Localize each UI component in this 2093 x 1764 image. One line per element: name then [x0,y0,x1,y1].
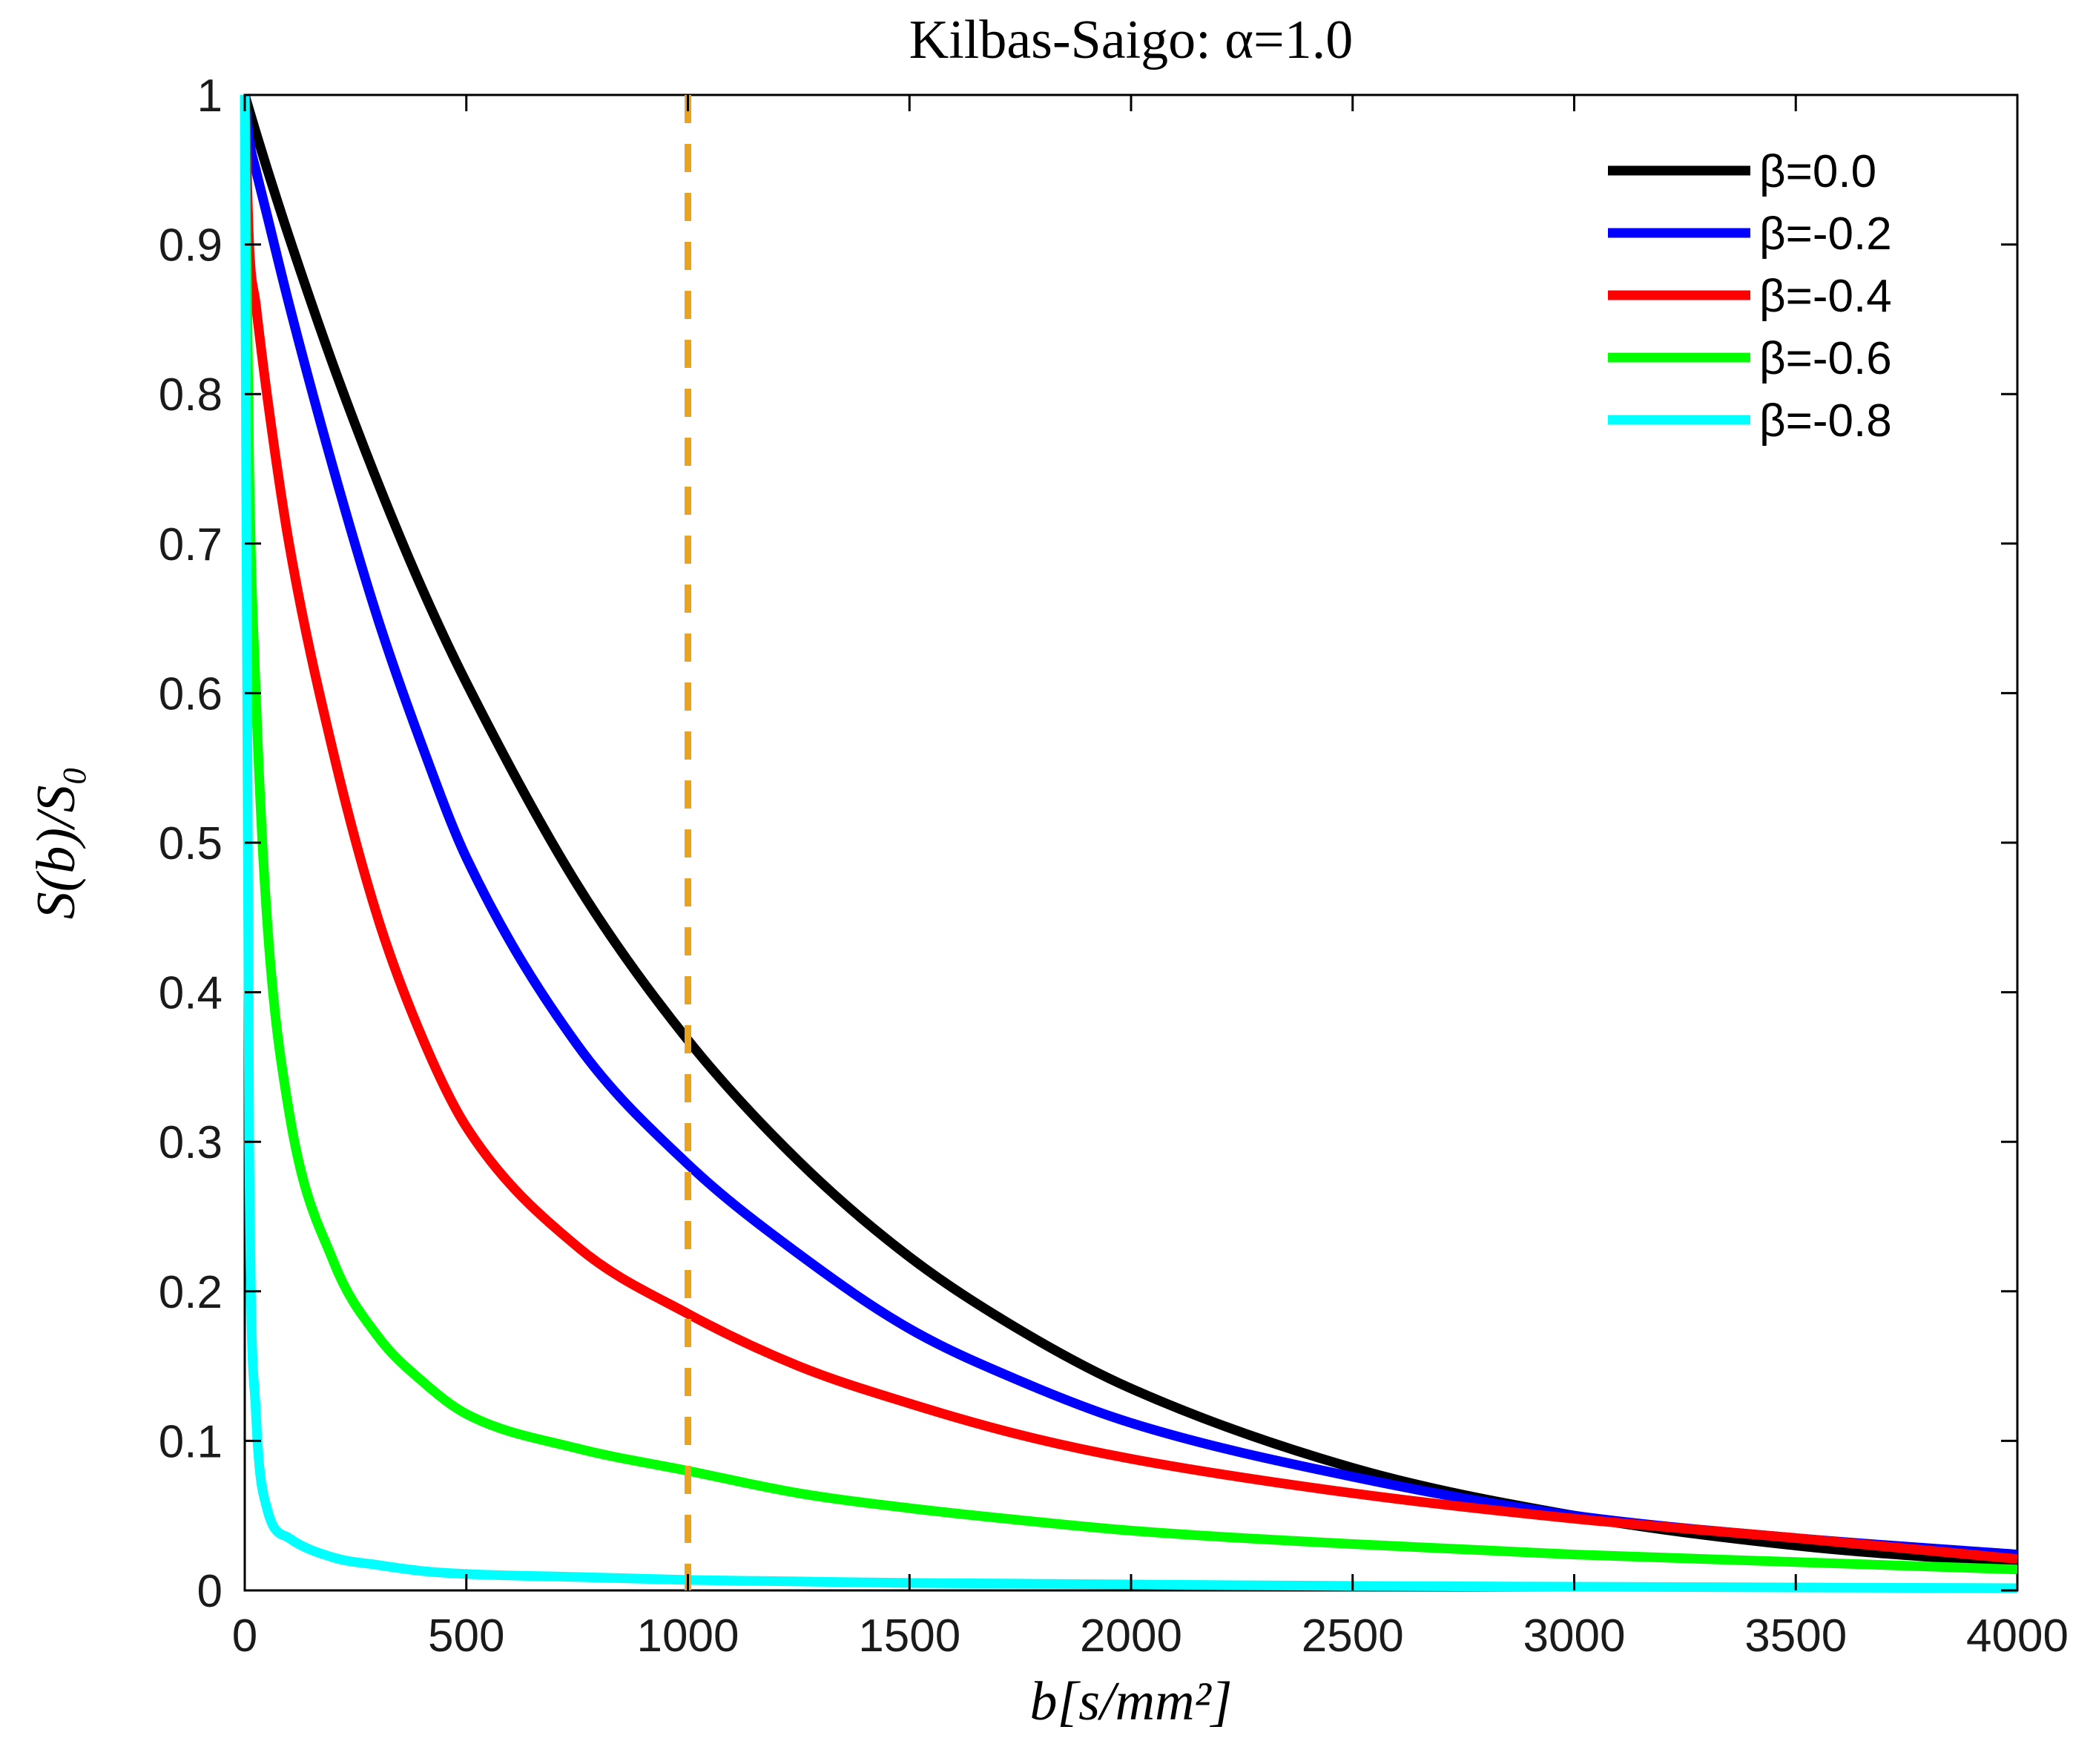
y-tick-label: 0.6 [159,668,223,720]
x-axis-label: b[s/mm²] [1029,1671,1232,1732]
y-tick-label: 0.4 [159,968,223,1019]
series-line-3 [240,94,2018,1575]
plot-area [240,93,2019,1593]
y-tick-label: 0.7 [159,519,223,570]
y-axis-label: S(b)/S₀ [26,766,87,920]
x-tick-label: 2000 [1080,1610,1182,1662]
y-tick-label: 0.5 [159,818,223,869]
x-axis: 0 500 1000 1500 2000 2500 3000 3500 4000 [232,95,2069,1662]
y-tick-label: 0.9 [159,220,223,271]
y-tick-label: 1 [197,70,223,122]
y-tick-label: 0.1 [159,1416,223,1467]
legend-label-1: β=-0.2 [1759,208,1892,260]
y-tick-label: 0 [197,1566,223,1617]
legend-label-0: β=0.0 [1759,146,1876,197]
x-tick-label: 500 [428,1610,504,1662]
legend-label-4: β=-0.8 [1759,395,1892,447]
x-tick-label: 1000 [637,1610,739,1662]
y-tick-label: 0.8 [159,369,223,421]
x-tick-label: 3000 [1523,1610,1626,1662]
x-tick-label: 3500 [1744,1610,1847,1662]
series-group [240,93,2018,1593]
legend: β=0.0 β=-0.2 β=-0.4 β=-0.6 β=-0.8 [1608,146,1892,447]
legend-label-2: β=-0.4 [1759,271,1892,322]
legend-label-3: β=-0.6 [1759,333,1892,384]
y-axis: 0 0.1 0.2 0.3 0.4 0.5 0.6 0.7 0.8 0.9 1 [159,70,2017,1617]
x-tick-label: 4000 [1966,1610,2069,1662]
y-tick-label: 0.3 [159,1117,223,1168]
x-tick-label: 1500 [858,1610,960,1662]
chart-title: Kilbas-Saigo: α=1.0 [909,10,1353,70]
series-line-4 [240,94,2018,1593]
y-tick-label: 0.2 [159,1267,223,1318]
x-tick-label: 2500 [1302,1610,1404,1662]
series-line-1 [240,94,2018,1560]
series-line-2 [240,94,2018,1564]
plot-frame [243,93,2019,1592]
x-tick-label: 0 [232,1610,257,1662]
